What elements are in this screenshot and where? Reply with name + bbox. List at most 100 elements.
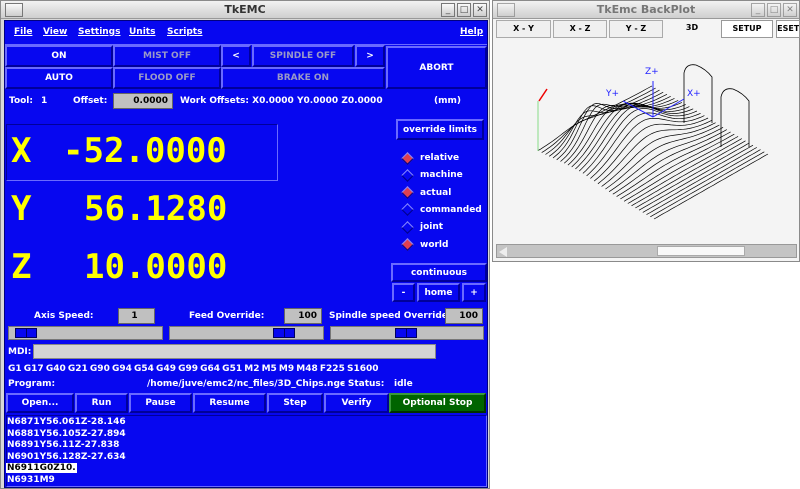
spindle-override-field[interactable]: 100 (445, 308, 483, 324)
optional-stop-button[interactable]: Optional Stop (389, 393, 486, 413)
radio-icon[interactable] (401, 186, 414, 199)
coord-mode-machine[interactable]: machine (401, 168, 463, 182)
radio-icon[interactable] (401, 238, 414, 251)
title-bar[interactable]: TkEMC (1, 1, 489, 19)
override-limits-button[interactable]: override limits (396, 119, 484, 140)
code-line[interactable]: N6901Y56.128Z-27.634 (7, 451, 126, 462)
maximize-button[interactable]: □ (767, 3, 781, 17)
radio-icon[interactable] (401, 168, 414, 182)
backplot-3d-canvas[interactable]: Z+ Y+ X+ (493, 38, 799, 243)
feed-override-field[interactable]: 100 (284, 308, 322, 324)
mdi-label: MDI: (8, 347, 32, 357)
slider-thumb[interactable] (273, 328, 296, 338)
window-menu-icon[interactable] (497, 3, 515, 17)
toolpath-line (578, 104, 694, 172)
menu-units[interactable]: Units (129, 27, 156, 37)
dro-z-axis: Z (11, 247, 32, 287)
verify-button[interactable]: Verify (324, 393, 389, 413)
maximize-button[interactable]: □ (457, 3, 471, 17)
z-axis-label: Z+ (645, 67, 659, 77)
tab-y-z[interactable]: Y - Z (609, 20, 663, 38)
resume-button[interactable]: Resume (193, 393, 266, 413)
axis-speed-slider[interactable] (8, 326, 163, 340)
spindle-button[interactable]: SPINDLE OFF (252, 45, 354, 67)
mode-auto-button[interactable]: AUTO (5, 67, 113, 89)
jog-minus-button[interactable]: - (392, 283, 415, 302)
toolpath-line (552, 93, 668, 159)
setup-button[interactable]: SETUP (721, 20, 773, 38)
backplot-title-bar[interactable]: TkEmc BackPlot (493, 1, 799, 19)
toolpath-line (556, 95, 671, 161)
slider-thumb[interactable] (395, 328, 417, 338)
minimize-button[interactable]: _ (751, 3, 765, 17)
machine-on-button[interactable]: ON (5, 45, 113, 67)
code-line[interactable]: N6931M9 (7, 474, 55, 485)
jog-mode-button[interactable]: continuous (391, 263, 487, 282)
toolpath-line (571, 102, 686, 168)
toolpath-line (537, 85, 653, 151)
spindle-override-slider[interactable] (330, 326, 484, 340)
status-value: idle (394, 379, 413, 389)
coord-mode-commanded[interactable]: commanded (401, 203, 482, 217)
tool-value: 1 (41, 96, 48, 106)
dro-x-value: -52.0000 (63, 131, 227, 171)
toolpath-line (545, 89, 660, 155)
close-button[interactable]: ✕ (783, 3, 797, 17)
scroll-left-arrow-icon[interactable] (499, 247, 507, 257)
y-axis-label: Y+ (605, 89, 619, 99)
toolpath-line (597, 119, 713, 185)
brake-button[interactable]: BRAKE ON (221, 67, 385, 89)
coord-mode-joint[interactable]: joint (401, 220, 443, 234)
minimize-button[interactable]: _ (441, 3, 455, 17)
y-axis-arrow-icon (622, 100, 654, 118)
menu-scripts[interactable]: Scripts (167, 27, 203, 37)
coord-mode-relative[interactable]: relative (401, 151, 459, 165)
abort-button[interactable]: ABORT (386, 46, 487, 89)
window-menu-icon[interactable] (5, 3, 23, 17)
open-button[interactable]: Open... (6, 393, 74, 413)
menu-help[interactable]: Help (460, 27, 484, 37)
feed-override-slider[interactable] (169, 326, 324, 340)
code-line[interactable]: N6911G0Z10. (6, 463, 77, 473)
mist-button[interactable]: MIST OFF (113, 45, 221, 67)
coord-mode-actual[interactable]: actual (401, 186, 451, 200)
toolpath-line (590, 115, 705, 179)
flood-button[interactable]: FLOOD OFF (113, 67, 221, 89)
axis-speed-field[interactable]: 1 (118, 308, 155, 324)
scrollbar-thumb[interactable] (657, 246, 745, 256)
code-line[interactable]: N6891Y56.11Z-27.838 (7, 440, 120, 450)
jog-plus-button[interactable]: + (462, 283, 486, 302)
code-line[interactable]: N6871Y56.061Z-28.146 (7, 417, 126, 427)
close-button[interactable]: ✕ (473, 3, 487, 17)
toolpath-line (638, 144, 754, 211)
spindle-decrease-button[interactable]: < (221, 45, 251, 67)
horizontal-scrollbar[interactable] (496, 244, 797, 258)
code-line[interactable]: N6881Y56.105Z-27.894 (7, 428, 126, 439)
program-label: Program: (8, 379, 56, 389)
run-button[interactable]: Run (75, 393, 128, 413)
radio-icon[interactable] (401, 151, 414, 165)
program-code-view[interactable] (6, 415, 487, 487)
reset-button[interactable]: RESET (776, 20, 800, 38)
step-button[interactable]: Step (267, 393, 323, 413)
work-offsets: Work Offsets: X0.0000 Y0.0000 Z0.0000 (180, 96, 383, 106)
slider-thumb[interactable] (15, 328, 38, 338)
toolpath-line (582, 108, 698, 174)
toolpath-line (608, 126, 724, 192)
radio-icon[interactable] (401, 203, 414, 217)
menu-settings[interactable]: Settings (78, 27, 121, 37)
coord-mode-world[interactable]: world (401, 238, 448, 252)
backplot-window: TkEmc BackPlot _ □ ✕ X - Y X - Z Y - Z 3… (492, 0, 800, 262)
radio-label: machine (420, 170, 463, 181)
menu-file[interactable]: File (14, 27, 33, 37)
mdi-input[interactable] (33, 344, 436, 359)
radio-icon[interactable] (401, 220, 414, 234)
dro-y-value: 56.1280 (84, 189, 228, 229)
tab-3d[interactable]: 3D (685, 23, 699, 32)
tab-x-z[interactable]: X - Z (553, 20, 607, 38)
home-button[interactable]: home (417, 283, 460, 302)
tab-x-y[interactable]: X - Y (496, 20, 551, 38)
pause-button[interactable]: Pause (129, 393, 192, 413)
menu-view[interactable]: View (43, 27, 68, 37)
spindle-increase-button[interactable]: > (355, 45, 385, 67)
